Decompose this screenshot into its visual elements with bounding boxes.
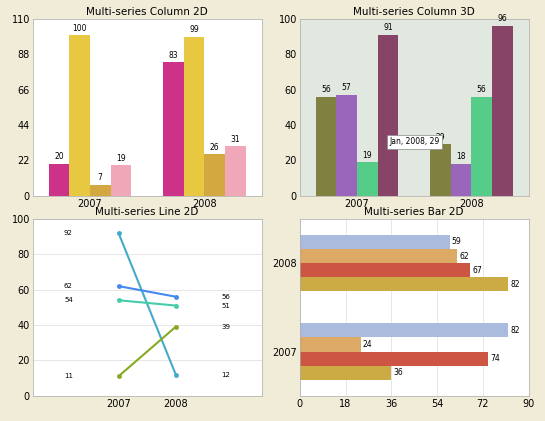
Bar — [357, 162, 378, 196]
Text: 56: 56 — [221, 294, 231, 300]
Title: Multi-series Column 2D: Multi-series Column 2D — [86, 7, 208, 17]
Text: 74: 74 — [490, 354, 500, 363]
Text: 54: 54 — [64, 297, 73, 303]
Legend: Jan, Mar, Jan, Mar: Jan, Mar, Jan, Mar — [98, 420, 196, 421]
Bar — [111, 165, 131, 196]
Text: 82: 82 — [510, 326, 520, 335]
Bar — [492, 26, 513, 196]
Text: 12: 12 — [221, 371, 231, 378]
Bar — [300, 337, 361, 352]
Text: 62: 62 — [64, 283, 73, 289]
Text: 92: 92 — [64, 230, 73, 236]
Text: 19: 19 — [362, 151, 372, 160]
Bar — [300, 277, 508, 291]
Legend: Mar, Jan, Mar, Jan: Mar, Jan, Mar, Jan — [365, 420, 463, 421]
Text: 100: 100 — [72, 24, 87, 32]
Text: 96: 96 — [498, 14, 507, 23]
Text: 26: 26 — [210, 143, 220, 152]
Text: 29: 29 — [435, 133, 445, 142]
Bar — [471, 97, 492, 196]
Bar — [49, 164, 69, 196]
Bar — [69, 35, 90, 196]
Text: 24: 24 — [363, 340, 372, 349]
Bar — [430, 144, 451, 196]
Bar — [225, 146, 246, 196]
Bar — [163, 62, 184, 196]
Text: 31: 31 — [231, 135, 240, 144]
Bar — [316, 97, 336, 196]
Bar — [204, 154, 225, 196]
Bar — [451, 164, 471, 196]
Bar — [336, 95, 357, 196]
Bar — [300, 263, 470, 277]
Text: 67: 67 — [472, 266, 482, 274]
Legend: Jan, Mar, Jan, Mar: Jan, Mar, Jan, Mar — [365, 220, 463, 236]
Bar — [300, 352, 488, 366]
Bar — [184, 37, 204, 196]
Bar — [300, 366, 391, 380]
Text: 59: 59 — [452, 237, 462, 246]
Text: 19: 19 — [116, 154, 126, 163]
Title: Multi-series Line 2D: Multi-series Line 2D — [95, 207, 199, 217]
Text: 82: 82 — [510, 280, 520, 289]
Text: 62: 62 — [459, 252, 469, 261]
Text: 20: 20 — [54, 152, 64, 161]
Title: Multi-series Bar 2D: Multi-series Bar 2D — [365, 207, 464, 217]
Text: Jan, 2008, 29: Jan, 2008, 29 — [389, 138, 439, 147]
Text: 39: 39 — [221, 324, 231, 330]
Text: 51: 51 — [221, 303, 231, 309]
Bar — [300, 249, 457, 263]
Legend: Jan, Mar, Jan, Mar: Jan, Mar, Jan, Mar — [98, 220, 196, 236]
Text: 56: 56 — [477, 85, 487, 94]
Title: Multi-series Column 3D: Multi-series Column 3D — [353, 7, 475, 17]
Bar — [300, 323, 508, 337]
Text: 56: 56 — [321, 85, 331, 94]
Text: 91: 91 — [383, 23, 393, 32]
Text: 57: 57 — [342, 83, 352, 92]
Bar — [90, 184, 111, 196]
Bar — [300, 235, 450, 249]
Text: 18: 18 — [456, 152, 466, 161]
Text: 7: 7 — [98, 173, 102, 182]
Bar — [378, 35, 398, 196]
Text: 36: 36 — [393, 368, 403, 377]
Text: 11: 11 — [64, 373, 73, 379]
Text: 99: 99 — [189, 25, 199, 34]
Text: 83: 83 — [168, 51, 178, 60]
